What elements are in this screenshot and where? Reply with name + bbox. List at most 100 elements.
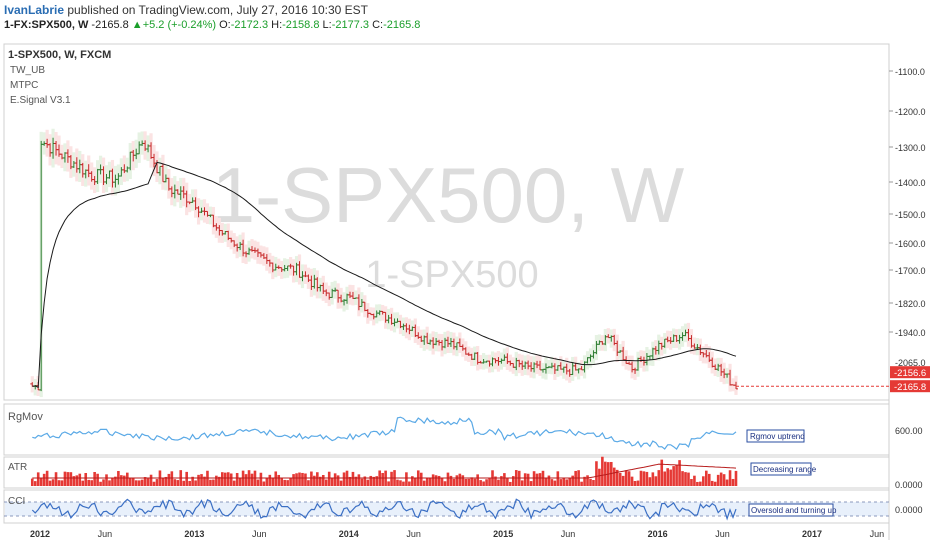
atr-bar <box>479 480 482 486</box>
atr-bar <box>223 472 227 486</box>
atr-bar <box>446 472 450 486</box>
atr-bar <box>348 476 352 486</box>
chart-title: 1-SPX500, W, FXCM <box>8 49 111 61</box>
atr-bar <box>440 478 444 486</box>
time-tick-label: 2013 <box>184 529 204 539</box>
atr-bar <box>173 479 177 486</box>
atr-bar <box>336 475 340 486</box>
atr-bar <box>102 479 105 486</box>
atr-bar <box>81 480 85 486</box>
atr-bar <box>728 470 732 486</box>
atr-bar <box>473 478 476 486</box>
atr-bar <box>69 472 73 486</box>
atr-bar <box>672 466 675 486</box>
price-tick-label: -1100.0 <box>895 67 925 77</box>
atr-bar <box>170 471 174 486</box>
atr-bar <box>39 478 43 486</box>
atr-bar <box>277 474 281 486</box>
atr-bar <box>434 475 438 486</box>
atr-bar <box>675 464 678 486</box>
atr-bar <box>402 481 405 486</box>
author-link[interactable]: IvanLabrie <box>4 3 65 17</box>
atr-bar <box>681 471 684 486</box>
atr-bar <box>565 479 569 486</box>
atr-bar <box>601 456 604 486</box>
atr-bar <box>146 478 150 486</box>
atr-bar <box>161 477 165 486</box>
atr-bar <box>500 476 503 486</box>
atr-bar <box>215 475 218 486</box>
atr-bar <box>725 479 729 486</box>
atr-bar <box>654 476 658 486</box>
price-tick-label: -1940.0 <box>895 328 926 338</box>
atr-bar <box>687 472 690 486</box>
atr-bar <box>218 476 221 486</box>
atr-bar <box>96 473 99 486</box>
atr-bar <box>583 476 586 486</box>
atr-bar <box>411 476 414 486</box>
price-tick-label: -1400.0 <box>895 178 926 188</box>
atr-bar <box>431 474 435 486</box>
high-label: H: <box>271 19 283 31</box>
high-value: -2158.8 <box>282 19 320 31</box>
atr-bar <box>642 471 646 486</box>
atr-bar <box>30 478 34 486</box>
atr-bar <box>318 476 322 486</box>
atr-bar <box>363 476 367 486</box>
watermark-small: 1-SPX500 <box>365 254 538 296</box>
time-tick-label: Jun <box>561 529 576 539</box>
atr-bar <box>645 471 649 486</box>
atr-bar <box>488 478 491 486</box>
atr-bar <box>538 473 542 486</box>
atr-bar <box>289 478 292 486</box>
chart-header: IvanLabrie published on TradingView.com,… <box>0 0 932 34</box>
atr-bar <box>176 480 180 486</box>
atr-bar <box>304 473 307 486</box>
atr-bar <box>194 480 197 486</box>
atr-bar <box>425 477 429 486</box>
atr-bar <box>60 480 64 486</box>
atr-bar <box>704 470 708 486</box>
atr-bar <box>690 479 693 486</box>
atr-bar <box>33 481 37 486</box>
atr-bar <box>497 479 500 486</box>
atr-bar <box>693 475 696 486</box>
atr-annotation: Decreasing range <box>753 465 817 474</box>
atr-bar <box>366 479 370 486</box>
cci-annotation: Oversold and turning up <box>751 506 837 515</box>
atr-bar <box>42 473 46 486</box>
low-value: -2177.3 <box>331 19 369 31</box>
atr-bar <box>428 478 432 486</box>
atr-bar <box>630 476 634 486</box>
atr-bar <box>75 475 79 486</box>
atr-bar <box>568 477 572 486</box>
atr-bar <box>265 477 269 486</box>
atr-bar <box>494 476 497 486</box>
atr-bar <box>547 475 551 486</box>
price-tick-label: -2065.0 <box>895 358 926 368</box>
time-tick-label: 2014 <box>339 529 359 539</box>
time-tick-label: Jun <box>715 529 730 539</box>
atr-bar <box>123 475 126 486</box>
atr-bar <box>256 479 260 486</box>
atr-bar <box>185 471 188 486</box>
atr-bar <box>716 474 720 486</box>
atr-bar <box>589 478 592 486</box>
atr-bar <box>586 475 589 486</box>
atr-bar <box>553 480 557 486</box>
atr-bar <box>203 476 206 486</box>
atr-bar <box>259 472 263 486</box>
cci-tick-label: 0.0000 <box>895 505 923 515</box>
atr-bar <box>87 479 90 486</box>
atr-bar <box>120 475 123 486</box>
atr-bar <box>197 474 200 486</box>
atr-bar <box>660 459 664 486</box>
atr-bar <box>232 480 236 486</box>
atr-bar <box>164 476 168 486</box>
rgmov-line <box>32 416 737 451</box>
price-tick-label: -1820.0 <box>895 299 926 309</box>
atr-bar <box>125 472 129 486</box>
atr-bar <box>633 480 637 486</box>
atr-bar <box>274 471 278 486</box>
